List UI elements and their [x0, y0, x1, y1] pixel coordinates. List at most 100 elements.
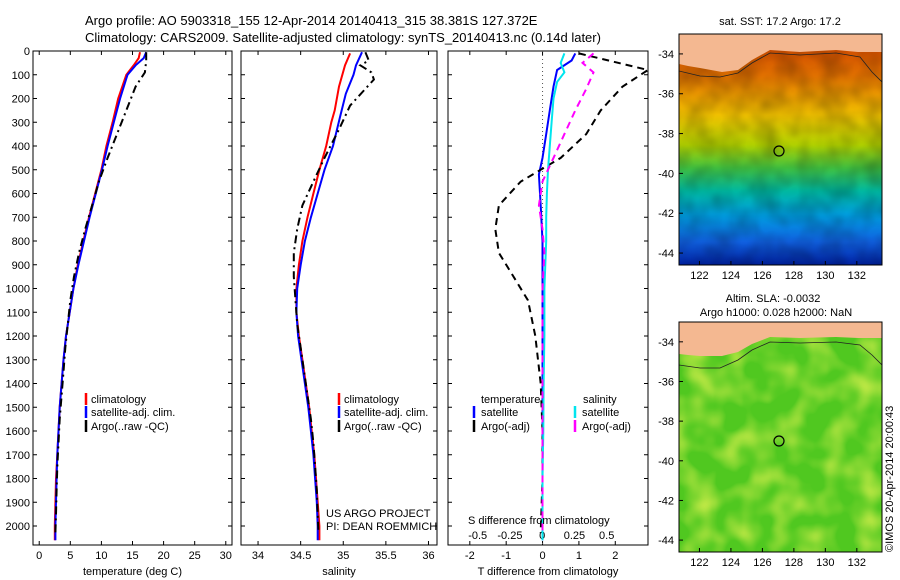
- x-tick-label: 30: [220, 550, 232, 562]
- legend-label-argo: Argo(..raw -QC): [344, 421, 422, 433]
- sla-map-title-2: Argo h1000: 0.028 h2000: NaN: [700, 307, 852, 319]
- sla-map-title-1: Altim. SLA: -0.0032: [726, 293, 821, 305]
- x-tick-label: 25: [189, 550, 201, 562]
- y-tick-label: 200: [12, 94, 30, 106]
- legend-label-climatology: climatology: [344, 394, 400, 406]
- x-tick-label: 35: [337, 550, 349, 562]
- x-tick-label: 35.5: [375, 550, 396, 562]
- x-tick-label: 34.5: [290, 550, 311, 562]
- land-mass: [679, 322, 882, 356]
- map-x-tick-label: 126: [753, 557, 771, 569]
- legend-label-satellite: satellite-adj. clim.: [344, 407, 428, 419]
- y-tick-label: 300: [12, 117, 30, 129]
- y-tick-label: 900: [12, 260, 30, 272]
- legend-label-satellite: satellite: [481, 407, 518, 419]
- sst-texture: [679, 34, 882, 265]
- coastline: [679, 52, 882, 83]
- difference-panel: -2 -1 0 1 2 T difference from climatology -0.5…: [447, 50, 651, 578]
- legend-label-satellite-salinity: satellite: [582, 407, 619, 419]
- coastline: [679, 341, 882, 369]
- x-tick-label: 0: [539, 550, 545, 562]
- float-marker: [773, 435, 785, 447]
- map-x-tick-label: 122: [690, 557, 708, 569]
- map-y-tick-label: -38: [658, 416, 674, 428]
- map-y-tick-label: -40: [658, 168, 674, 180]
- map-y-tick-label: -34: [658, 337, 674, 349]
- sla-texture: [679, 322, 882, 552]
- series-temperature-argo-adj-: [494, 52, 651, 534]
- series-argo-raw-qc-: [292, 51, 376, 534]
- y-tick-label: 600: [12, 189, 30, 201]
- y-tick-label: 1300: [6, 355, 30, 367]
- series-argo-raw-qc-: [54, 52, 148, 534]
- map-y-tick-label: -36: [658, 376, 674, 388]
- x-tick-label-top: -0.25: [497, 530, 522, 542]
- header-line-1: Argo profile: AO 5903318_155 12-Apr-2014…: [85, 13, 538, 28]
- map-y-tick-label: -44: [658, 535, 674, 547]
- map-x-tick-label: 130: [816, 270, 834, 282]
- y-tick-label: 400: [12, 141, 30, 153]
- y-tick-label: 1900: [6, 497, 30, 509]
- legend-title-salinity: salinity: [583, 394, 617, 406]
- salinity-legend: climatology satellite-adj. clim. Argo(..…: [337, 393, 428, 433]
- project-label: US ARGO PROJECT: [326, 508, 431, 520]
- float-marker: [773, 145, 785, 157]
- imos-timestamp: ©IMOS 20-Apr-2014 20:00:43: [884, 406, 896, 552]
- sst-map: sat. SST: 17.2 Argo: 17.2 122 124 126 128 13…: [658, 16, 883, 282]
- x-tick-label-top: -0.5: [468, 530, 487, 542]
- x-tick-label: 1: [576, 550, 582, 562]
- map-y-tick-label: -36: [658, 89, 674, 101]
- x-tick-label: 2: [612, 550, 618, 562]
- y-tick-label: 2000: [6, 521, 30, 533]
- map-x-tick-label: 128: [785, 270, 803, 282]
- x-tick-label-top: 0.25: [564, 530, 585, 542]
- x-axis-label: salinity: [322, 566, 356, 578]
- y-tick-label: 1200: [6, 331, 30, 343]
- y-tick-label: 500: [12, 165, 30, 177]
- map-x-tick-label: 132: [848, 270, 866, 282]
- x-tick-label: 5: [67, 550, 73, 562]
- plot-frame: [32, 50, 233, 546]
- difference-legend-temperature: temperature satellite Argo(-adj): [472, 394, 540, 433]
- map-y-tick-label: -44: [658, 248, 674, 260]
- map-x-tick-label: 126: [753, 270, 771, 282]
- land-mass: [679, 34, 882, 72]
- map-x-tick-label: 130: [816, 557, 834, 569]
- y-tick-label: 700: [12, 212, 30, 224]
- x-tick-label: 0: [36, 550, 42, 562]
- y-tick-label: 800: [12, 236, 30, 248]
- series-salinity-argo-adj-: [537, 52, 595, 534]
- legend-title-temperature: temperature: [481, 394, 540, 406]
- difference-legend-salinity: salinity satellite Argo(-adj): [573, 394, 631, 433]
- map-y-tick-label: -34: [658, 49, 674, 61]
- pi-label: PI: DEAN ROEMMICH: [326, 521, 437, 533]
- y-tick-label: 1600: [6, 426, 30, 438]
- legend-label-climatology: climatology: [91, 394, 147, 406]
- x-tick-label: 20: [157, 550, 169, 562]
- y-tick-label: 1000: [6, 284, 30, 296]
- x-tick-label: 34: [252, 550, 264, 562]
- y-tick-label: 1400: [6, 379, 30, 391]
- header-line-2: Climatology: CARS2009. Satellite-adjuste…: [85, 30, 601, 45]
- y-tick-label: 1700: [6, 450, 30, 462]
- map-x-tick-label: 124: [722, 557, 740, 569]
- sst-frame: [678, 33, 883, 266]
- plot-frame: [447, 50, 649, 546]
- y-tick-label: 1500: [6, 402, 30, 414]
- map-x-tick-label: 128: [785, 557, 803, 569]
- legend-label-argo-salinity: Argo(-adj): [582, 421, 631, 433]
- map-y-tick-label: -42: [658, 208, 674, 220]
- x-tick-label: 15: [126, 550, 138, 562]
- x-tick-label: 10: [95, 550, 107, 562]
- x-tick-label: 36: [422, 550, 434, 562]
- plot-frame: [240, 50, 438, 546]
- x-axis-label: temperature (deg C): [83, 566, 182, 578]
- map-x-tick-label: 122: [690, 270, 708, 282]
- x-axis-label: T difference from climatology: [478, 566, 619, 578]
- y-tick-label: 100: [12, 70, 30, 82]
- legend-label-argo: Argo(-adj): [481, 421, 530, 433]
- sla-frame: [678, 321, 883, 553]
- salinity-panel: 34 34.5 35 35.5 36 salinity: [240, 50, 438, 578]
- x-tick-label: -2: [465, 550, 475, 562]
